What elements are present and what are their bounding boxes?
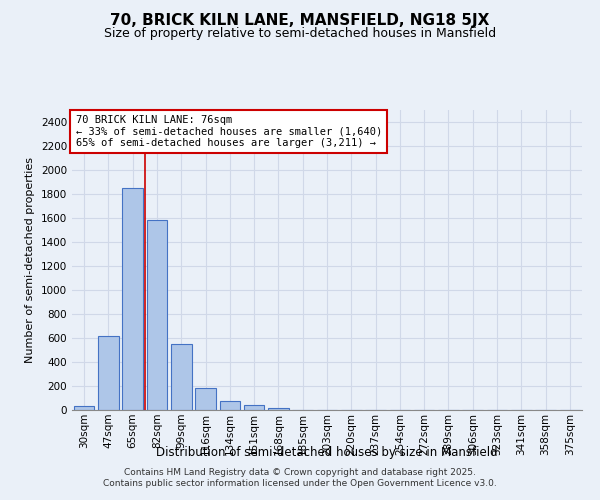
- Y-axis label: Number of semi-detached properties: Number of semi-detached properties: [25, 157, 35, 363]
- Text: Contains HM Land Registry data © Crown copyright and database right 2025.
Contai: Contains HM Land Registry data © Crown c…: [103, 468, 497, 487]
- Bar: [122, 188, 143, 410]
- Text: Distribution of semi-detached houses by size in Mansfield: Distribution of semi-detached houses by …: [156, 446, 498, 459]
- Bar: [98, 336, 119, 410]
- Bar: [146, 220, 167, 410]
- Bar: [74, 406, 94, 410]
- Bar: [171, 344, 191, 410]
- Bar: [244, 405, 265, 410]
- Text: 70 BRICK KILN LANE: 76sqm
← 33% of semi-detached houses are smaller (1,640)
65% : 70 BRICK KILN LANE: 76sqm ← 33% of semi-…: [76, 115, 382, 148]
- Text: 70, BRICK KILN LANE, MANSFIELD, NG18 5JX: 70, BRICK KILN LANE, MANSFIELD, NG18 5JX: [110, 12, 490, 28]
- Bar: [195, 388, 216, 410]
- Text: Size of property relative to semi-detached houses in Mansfield: Size of property relative to semi-detach…: [104, 28, 496, 40]
- Bar: [220, 401, 240, 410]
- Bar: [268, 408, 289, 410]
